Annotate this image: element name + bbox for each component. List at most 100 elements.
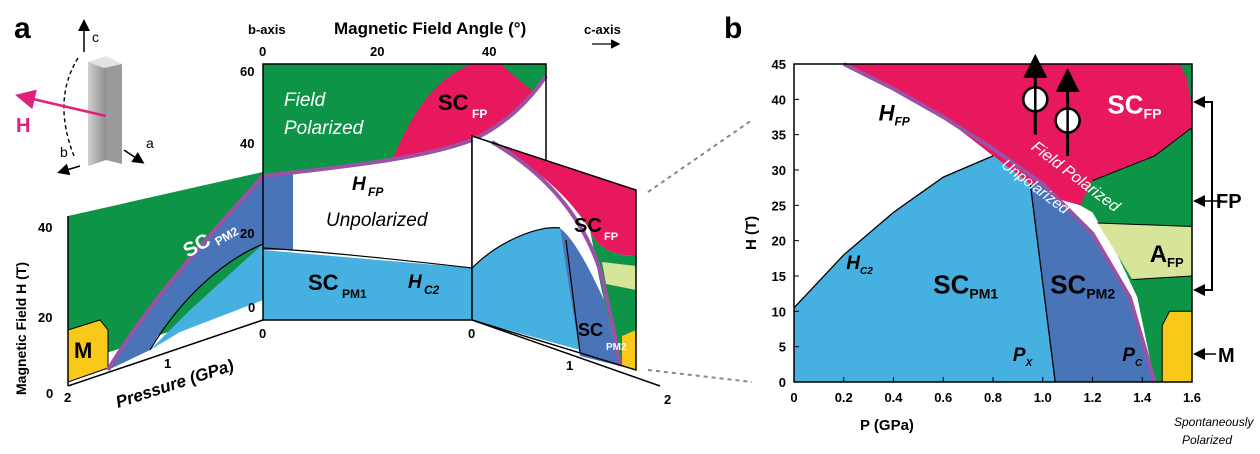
- a-axis-arrow-icon: [123, 149, 145, 164]
- hfp-sub-a: FP: [368, 185, 384, 199]
- fp-bracket: [1204, 101, 1213, 291]
- right-sc-fp-region: [492, 142, 636, 256]
- y-tick-label: 35: [772, 128, 786, 143]
- y-tick-40-a: 40: [38, 220, 52, 235]
- right-sc-pm2-region: [560, 228, 620, 366]
- m-region: [1161, 310, 1193, 383]
- x-tick-label: 1.0: [1034, 390, 1052, 405]
- right-hc2-curve: [471, 227, 561, 269]
- y-tick-label: 25: [772, 198, 786, 213]
- right-sc-pm1-region: [472, 227, 580, 350]
- zoom-line-bottom: [647, 369, 753, 383]
- right-slab: SC FP SC PM2 0 1 2: [468, 134, 671, 407]
- y-tick-label: 45: [772, 57, 786, 72]
- h-field-arrow-icon: [15, 89, 107, 118]
- m-label-a: M: [74, 338, 92, 363]
- crystal-c-label: c: [92, 29, 99, 45]
- panel-a: a c a b H M SC PM2: [13, 12, 753, 412]
- field-polarized-text-1: Field: [284, 90, 327, 111]
- sc-fp-region: [843, 64, 1192, 206]
- footnote-line-2: Polarized: [1182, 433, 1232, 447]
- right-px-line: [565, 239, 581, 353]
- a-fp-bottom-edge: [1132, 275, 1193, 280]
- hfp-curve: [842, 62, 1157, 383]
- sc-pm1-region: [794, 155, 1056, 382]
- right-slab-bottom-axis: [471, 319, 661, 387]
- crystal-a-label: a: [146, 135, 154, 151]
- x-tick-label: 0: [790, 390, 797, 405]
- right-sc-pm2-sub: PM2: [606, 342, 627, 353]
- b-axis-label: b-axis: [248, 22, 286, 37]
- top-axis-title-a: Magnetic Field Angle (°): [334, 19, 526, 38]
- x-tick-1-a: 1: [164, 356, 171, 371]
- zoom-line-top: [647, 119, 753, 193]
- x-tick-label: 0.4: [884, 390, 903, 405]
- crystal-top: [88, 56, 122, 68]
- fp-bracket-label: FP: [1216, 191, 1242, 213]
- crystal-b-label: b: [60, 144, 68, 160]
- y-tick-20-a: 20: [38, 310, 52, 325]
- angle-sc-fp-main: SC: [438, 90, 469, 115]
- x-tick-label: 1.4: [1133, 390, 1152, 405]
- a-fp-top-edge: [1097, 222, 1193, 227]
- angle-panel-hfp: [262, 74, 548, 178]
- y-axis-title-a: Magnetic Field H (T): [13, 262, 29, 395]
- angle-tick-40: 40: [482, 44, 496, 59]
- y-tick-label: 10: [772, 304, 786, 319]
- angle-panel-hc2: [262, 247, 473, 269]
- right-bottom-tick-1: 1: [566, 358, 573, 373]
- y-tick-label: 40: [772, 92, 786, 107]
- angle-sc-fp-sub: FP: [472, 107, 487, 121]
- mid-h-tick-20: 20: [240, 226, 254, 241]
- angle-tick-20: 20: [370, 44, 384, 59]
- x-tick-label: 0.8: [984, 390, 1002, 405]
- right-sc-fp-main: SC: [574, 215, 602, 237]
- mid-bottom-tick-0: 0: [259, 326, 266, 341]
- panel-b: b 0 0.2 0.4 0.6 0.8 1.0 1.2 1.4 1.6 0 5 10 15 20 25 30 3…: [724, 12, 1254, 447]
- left-hc2-curve: [149, 243, 264, 351]
- mid-h-tick-0: 0: [248, 300, 255, 315]
- y-tick-label: 15: [772, 269, 786, 284]
- sc-fp-lower-edge: [1092, 127, 1193, 182]
- crystal-sketch: c a b H: [15, 19, 154, 176]
- right-sc-pm2-main: SC: [578, 320, 603, 340]
- x-tick-label: 0.6: [934, 390, 952, 405]
- mid-h-tick-60: 60: [240, 64, 254, 79]
- sc-pm1-sub-a: PM1: [342, 287, 367, 301]
- panel-b-plot: 0 0.2 0.4 0.6 0.8 1.0 1.2 1.4 1.6 0 5 10 15 20 25 30 35 4…: [772, 53, 1201, 405]
- left-hfp-boundary: [106, 174, 265, 372]
- y-tick-0-a: 0: [46, 386, 53, 401]
- right-bottom-tick-0: 0: [468, 326, 475, 341]
- hc2-main-a: H: [408, 272, 423, 293]
- left-slab: M SC PM2: [67, 172, 265, 387]
- b-axis-arrow-icon: [57, 163, 81, 176]
- y-tick-label: 5: [779, 340, 786, 355]
- x-tick-label: 1.6: [1183, 390, 1201, 405]
- sc-pm2-region: [993, 155, 1155, 382]
- sc-pm1-main-a: SC: [308, 270, 339, 295]
- y-axis-title-b: H (T): [743, 216, 760, 250]
- field-polarized-text-2: Polarized: [284, 118, 365, 139]
- right-hfp-boundary: [490, 140, 622, 367]
- px-line: [1029, 184, 1056, 383]
- y-tick-label: 30: [772, 163, 786, 178]
- panel-b-label: b: [724, 12, 742, 45]
- hfp-main-a: H: [352, 174, 367, 195]
- mid-h-tick-40: 40: [240, 136, 254, 151]
- right-sc-fp-sub: FP: [604, 231, 618, 243]
- c-axis-label: c-axis: [584, 22, 621, 37]
- angle-tick-0: 0: [259, 44, 266, 59]
- crystal-front: [88, 58, 106, 166]
- angle-panel-sc-pm2: [263, 172, 293, 250]
- y-tick-label: 0: [779, 375, 786, 390]
- y-tick-label: 20: [772, 234, 786, 249]
- angle-panel-sc-pm1: [263, 250, 472, 320]
- rotation-arc-icon: [63, 57, 79, 157]
- x-axis-title-b: P (GPa): [860, 417, 914, 434]
- panel-a-label: a: [14, 12, 31, 45]
- left-sc-pm2-region: [108, 176, 263, 370]
- a-fp-region: [1097, 223, 1192, 280]
- right-slab-frame: [471, 134, 637, 372]
- x-tick-2-a: 2: [64, 390, 71, 405]
